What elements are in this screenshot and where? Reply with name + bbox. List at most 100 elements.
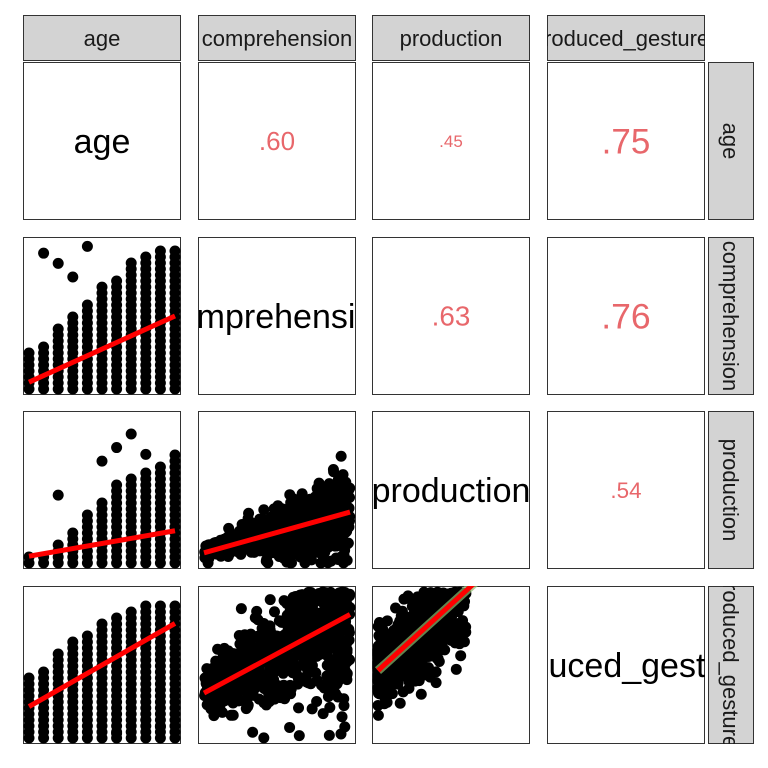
panel-comprehension-comprehension: comprehension: [198, 237, 356, 395]
data-point: [333, 602, 345, 614]
data-point: [125, 473, 137, 485]
data-point: [323, 729, 335, 741]
data-point: [226, 661, 238, 673]
data-point: [268, 606, 280, 618]
data-point: [111, 479, 123, 491]
data-point: [304, 495, 316, 507]
panel-production-production: production: [372, 411, 531, 569]
data-point: [308, 606, 320, 618]
data-point: [340, 657, 352, 669]
panel-comprehension-production: .63: [372, 237, 530, 395]
panel-border: [198, 237, 356, 395]
data-point: [284, 721, 296, 733]
fit-line: [203, 509, 351, 556]
data-point: [322, 691, 334, 703]
data-point: [261, 554, 273, 566]
data-point: [81, 240, 93, 252]
data-point: [275, 659, 287, 671]
correlation-value: .54: [610, 478, 641, 503]
data-point: [312, 546, 324, 558]
panel-produced_gestures-production: [372, 586, 530, 744]
row-strip-box: [708, 237, 754, 395]
panel-produced_gestures-age: [23, 586, 181, 744]
panel-border: [547, 411, 705, 569]
data-point: [125, 428, 137, 440]
data-point: [431, 652, 443, 664]
data-point: [397, 661, 409, 673]
data-point: [309, 536, 321, 548]
data-point: [332, 649, 344, 661]
data-point: [125, 606, 137, 618]
data-point: [415, 688, 427, 700]
data-point: [338, 693, 350, 705]
row-strip-box: [708, 586, 754, 744]
column-strip-label: age: [84, 26, 121, 51]
data-point: [52, 539, 64, 551]
column-strip-box: [23, 15, 181, 61]
data-point: [277, 536, 289, 548]
data-point: [235, 525, 247, 537]
data-point: [215, 657, 227, 669]
correlation-value: .63: [432, 301, 471, 332]
data-point: [287, 665, 299, 677]
data-point: [329, 591, 341, 603]
data-point: [247, 726, 259, 738]
panel-age-comprehension: .60: [198, 62, 356, 220]
panel-age-production: .45: [372, 62, 530, 220]
data-point: [23, 672, 35, 684]
data-point: [251, 605, 263, 617]
correlation-value: .76: [601, 296, 650, 336]
data-point: [312, 591, 324, 603]
column-strip-label: production: [400, 26, 503, 51]
data-point: [234, 678, 246, 690]
data-point: [260, 639, 272, 651]
diagonal-label: age: [74, 123, 131, 161]
data-point: [52, 257, 64, 269]
data-point: [298, 604, 310, 616]
data-point: [391, 672, 403, 684]
data-point: [52, 648, 64, 660]
data-point: [403, 682, 415, 694]
data-point: [341, 538, 353, 550]
data-point: [52, 489, 64, 501]
data-point: [111, 442, 123, 454]
data-point: [288, 511, 300, 523]
data-point: [327, 464, 339, 476]
data-point: [154, 600, 166, 612]
row-strip-3: production: [708, 411, 754, 569]
data-point: [450, 663, 462, 675]
data-point: [38, 666, 50, 678]
data-point: [315, 557, 327, 569]
data-point: [344, 602, 356, 614]
data-point: [298, 641, 310, 653]
data-point: [435, 590, 447, 602]
column-strip-3: production: [372, 15, 530, 61]
data-point: [311, 674, 323, 686]
data-point: [258, 504, 270, 516]
data-point: [455, 650, 467, 662]
data-point: [430, 677, 442, 689]
data-point: [38, 247, 50, 259]
data-point: [96, 455, 108, 467]
data-point: [67, 271, 79, 283]
panel-border: [372, 237, 530, 395]
column-strip-box: [198, 15, 356, 61]
panel-border: [547, 62, 705, 220]
data-point: [341, 674, 353, 686]
data-point: [335, 450, 347, 462]
data-point: [284, 489, 296, 501]
data-point: [248, 545, 260, 557]
data-point: [286, 557, 298, 569]
diagonal-label: production: [372, 472, 531, 510]
data-point: [341, 644, 353, 656]
panel-age-produced_gestures: .75: [547, 62, 705, 220]
data-point: [336, 711, 348, 723]
column-strip-2: comprehension: [198, 15, 356, 61]
data-point: [125, 257, 137, 269]
correlation-value: .60: [259, 126, 295, 156]
data-point: [111, 612, 123, 624]
column-strip-box: [547, 15, 705, 61]
data-point: [214, 699, 226, 711]
data-point: [323, 478, 335, 490]
data-point: [388, 625, 400, 637]
